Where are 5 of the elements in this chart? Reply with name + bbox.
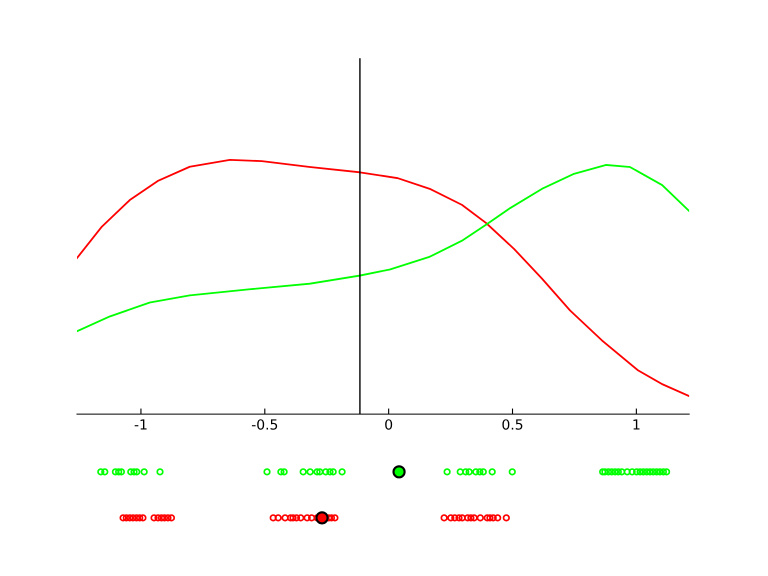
x-tick-label: 0.5: [502, 419, 522, 430]
x-tick-label: -1: [134, 419, 147, 430]
x-tick-label: -0.5: [252, 419, 278, 430]
x-tick-label: 0: [385, 419, 392, 430]
x-tick-label: 1: [633, 419, 640, 430]
